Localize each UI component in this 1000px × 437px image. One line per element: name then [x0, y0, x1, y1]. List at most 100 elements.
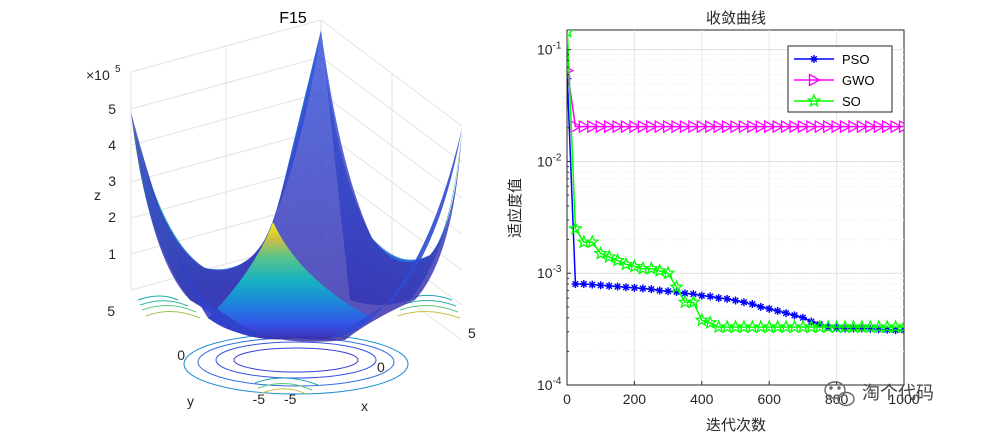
surface-title: F15: [279, 10, 307, 27]
x-tick: -5: [284, 391, 297, 407]
data-point-so: [660, 265, 676, 280]
data-point-gwo: [738, 120, 751, 134]
z-tick: 3: [108, 173, 116, 189]
data-point-so: [568, 220, 583, 236]
data-point-gwo: [629, 120, 642, 134]
data-point-so: [652, 263, 668, 278]
x-axis: -5 0 5 x: [284, 325, 476, 414]
data-point-gwo: [587, 120, 600, 134]
data-point-gwo: [898, 120, 904, 134]
data-point-so: [601, 249, 617, 264]
convergence-plot: 收敛曲线 0 200 400 600 800 1000 10-4 10-3 10-2 10-1 迭…: [506, 9, 920, 434]
data-point-gwo: [890, 120, 903, 134]
data-point-so: [626, 258, 642, 273]
data-point-pso: [714, 294, 723, 303]
data-point-pso: [579, 280, 588, 289]
data-point-pso: [773, 306, 782, 315]
z-axis: ×10 5 5 4 3 2 1 z: [86, 64, 121, 262]
data-point-pso: [613, 282, 622, 291]
data-point-so: [593, 245, 609, 260]
y-tick: 0: [177, 347, 185, 363]
data-point-gwo: [662, 120, 675, 134]
data-point-so: [694, 312, 710, 327]
legend-label: PSO: [842, 52, 869, 67]
legend-marker-gwo: [808, 73, 821, 87]
data-point-gwo: [721, 120, 734, 134]
data-point-pso: [672, 287, 681, 296]
legend-box: [787, 45, 893, 113]
data-point-pso: [655, 286, 664, 295]
z-exponent-base: ×10: [86, 67, 110, 83]
data-point-gwo: [764, 120, 777, 134]
data-point-gwo: [789, 120, 802, 134]
y-tick: -5: [253, 391, 266, 407]
z-axis-label: z: [94, 187, 101, 203]
data-point-gwo: [646, 120, 659, 134]
y-tick-label: 10-3: [537, 264, 562, 281]
y-axis-label: 适应度值: [506, 178, 524, 238]
y-tick-label: 10-4: [537, 376, 562, 393]
data-point-gwo: [713, 120, 726, 134]
legend-label: GWO: [842, 73, 875, 88]
z-tick: 2: [108, 209, 116, 225]
data-point-gwo: [679, 120, 692, 134]
data-point-so: [685, 294, 701, 309]
data-point-gwo: [578, 120, 591, 134]
data-point-pso: [782, 309, 791, 318]
x-tick: 5: [468, 325, 476, 341]
data-point-pso: [596, 281, 605, 290]
data-point-gwo: [823, 120, 836, 134]
x-tick-label: 1000: [888, 391, 919, 407]
data-point-gwo: [755, 120, 768, 134]
x-tick: 0: [377, 359, 385, 375]
data-point-pso: [731, 296, 740, 305]
data-point-gwo: [772, 120, 785, 134]
data-point-pso: [706, 292, 715, 301]
series-layer: [567, 30, 904, 335]
data-point-so: [610, 252, 625, 267]
data-point-gwo: [688, 120, 701, 134]
data-point-gwo: [705, 120, 718, 134]
x-tick-label: 200: [623, 391, 647, 407]
data-point-pso: [689, 290, 698, 299]
data-point-gwo: [730, 120, 743, 134]
z-tick: 1: [108, 246, 116, 262]
data-point-pso: [647, 285, 656, 294]
data-point-gwo: [696, 120, 709, 134]
data-point-pso: [680, 289, 689, 298]
z-exponent-power: 5: [115, 64, 121, 75]
data-point-pso: [638, 284, 647, 293]
data-point-gwo: [856, 120, 869, 134]
x-tick-label: 600: [758, 391, 782, 407]
y-tick-label: 10-2: [537, 152, 562, 169]
data-point-pso: [756, 302, 765, 311]
surface-mesh: [131, 30, 462, 342]
data-point-pso: [798, 313, 807, 322]
data-point-gwo: [848, 120, 861, 134]
data-point-pso: [857, 324, 866, 333]
data-point-so: [702, 315, 718, 330]
x-axis-label: x: [361, 398, 368, 414]
data-point-so: [584, 234, 600, 249]
y-tick: 5: [107, 303, 115, 319]
data-point-gwo: [814, 120, 827, 134]
y-axis: 5 0 -5 y: [107, 303, 265, 409]
x-tick-label: 0: [563, 391, 571, 407]
data-point-so: [643, 260, 659, 275]
x-tick-label: 400: [690, 391, 714, 407]
wechat-icon: [824, 381, 855, 407]
data-point-so: [567, 30, 574, 38]
data-point-gwo: [882, 120, 894, 134]
data-point-gwo: [831, 120, 844, 134]
data-point-pso: [630, 283, 639, 292]
convergence-title: 收敛曲线: [706, 9, 766, 27]
x-axis-label: 迭代次数: [706, 416, 766, 434]
data-point-gwo: [747, 120, 760, 134]
data-point-gwo: [620, 120, 633, 134]
data-point-pso: [605, 281, 614, 290]
data-point-so: [896, 319, 904, 334]
data-point-pso: [815, 320, 824, 329]
data-point-gwo: [671, 120, 684, 134]
data-point-pso: [790, 311, 799, 320]
